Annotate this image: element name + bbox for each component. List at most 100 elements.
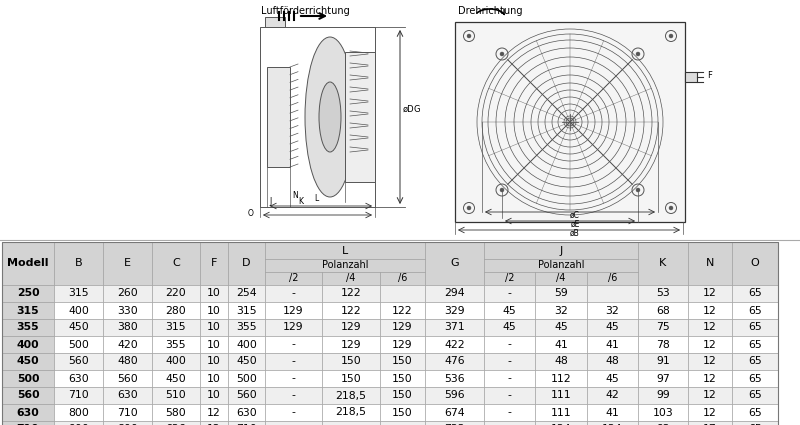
Text: 32: 32 (606, 306, 619, 315)
Text: 674: 674 (444, 408, 465, 417)
Bar (638, 302, 688, 319)
Text: Modell: Modell (7, 258, 49, 269)
Bar (688, 336, 732, 353)
Bar (732, 370, 778, 387)
Text: G: G (450, 258, 459, 269)
Text: 12: 12 (703, 340, 717, 349)
Text: 53: 53 (656, 289, 670, 298)
Bar (535, 272, 587, 285)
Bar (638, 319, 688, 336)
Bar (587, 387, 638, 404)
Text: 596: 596 (444, 391, 465, 400)
Bar (688, 370, 732, 387)
Text: /4: /4 (556, 274, 566, 283)
Text: /4: /4 (346, 274, 356, 283)
Bar (535, 387, 587, 404)
Bar (322, 272, 380, 285)
Text: 41: 41 (606, 408, 619, 417)
Text: B: B (74, 258, 82, 269)
Bar (2, 336, 54, 353)
Bar (228, 353, 265, 370)
Text: 12: 12 (703, 306, 717, 315)
Text: 315: 315 (236, 306, 257, 315)
Bar (322, 353, 380, 370)
Bar (484, 387, 535, 404)
Text: 218,5: 218,5 (335, 408, 366, 417)
Bar (688, 285, 732, 302)
Text: 45: 45 (606, 374, 619, 383)
Bar (345, 52, 375, 182)
Bar (425, 336, 484, 353)
Bar (152, 336, 200, 353)
Bar (380, 319, 425, 336)
Text: 560: 560 (17, 391, 39, 400)
Text: 150: 150 (392, 391, 413, 400)
Bar (425, 302, 484, 319)
Text: 150: 150 (392, 408, 413, 417)
Text: 220: 220 (166, 289, 186, 298)
Bar (484, 259, 638, 272)
Text: 560: 560 (236, 391, 257, 400)
Text: 630: 630 (68, 374, 89, 383)
Bar (732, 242, 778, 285)
Text: 10: 10 (207, 357, 221, 366)
Text: 355: 355 (236, 323, 257, 332)
Text: 41: 41 (554, 340, 568, 349)
Bar (54, 302, 103, 319)
Text: 129: 129 (341, 323, 362, 332)
Text: 99: 99 (656, 391, 670, 400)
Bar (638, 404, 688, 421)
Bar (103, 421, 152, 425)
Bar (638, 421, 688, 425)
Text: 315: 315 (17, 306, 39, 315)
Bar (2, 370, 54, 387)
Bar (152, 421, 200, 425)
Bar (587, 421, 638, 425)
Bar (380, 336, 425, 353)
Text: 111: 111 (550, 408, 571, 417)
Bar (380, 387, 425, 404)
Bar (732, 404, 778, 421)
Text: 450: 450 (17, 357, 39, 366)
Text: 510: 510 (166, 391, 186, 400)
Text: O: O (750, 258, 759, 269)
Text: 10: 10 (207, 306, 221, 315)
Text: 65: 65 (748, 306, 762, 315)
Text: øE: øE (570, 220, 580, 229)
Bar (103, 353, 152, 370)
Text: N: N (292, 190, 298, 199)
Text: D: D (242, 258, 250, 269)
Bar (587, 353, 638, 370)
Text: 65: 65 (748, 323, 762, 332)
Bar (587, 319, 638, 336)
Text: 32: 32 (554, 306, 568, 315)
Bar (2, 242, 54, 285)
Bar (228, 404, 265, 421)
Text: 45: 45 (502, 306, 516, 315)
Text: 65: 65 (748, 357, 762, 366)
Text: F: F (211, 258, 217, 269)
Text: 710: 710 (117, 408, 138, 417)
Circle shape (467, 206, 471, 210)
Bar (2, 387, 54, 404)
Bar (425, 421, 484, 425)
Bar (265, 387, 322, 404)
Text: 12: 12 (703, 357, 717, 366)
Text: 710: 710 (68, 391, 89, 400)
Bar (587, 370, 638, 387)
Bar (265, 319, 322, 336)
Bar (152, 353, 200, 370)
Text: øB: øB (570, 229, 580, 238)
Bar (322, 319, 380, 336)
Text: 65: 65 (748, 408, 762, 417)
Text: 480: 480 (117, 357, 138, 366)
Circle shape (636, 188, 640, 192)
Bar (688, 404, 732, 421)
Text: 45: 45 (554, 323, 568, 332)
Text: L: L (314, 194, 318, 203)
Bar (200, 387, 228, 404)
Text: /6: /6 (608, 274, 617, 283)
Circle shape (566, 118, 574, 126)
Text: 12: 12 (703, 391, 717, 400)
Bar (380, 353, 425, 370)
